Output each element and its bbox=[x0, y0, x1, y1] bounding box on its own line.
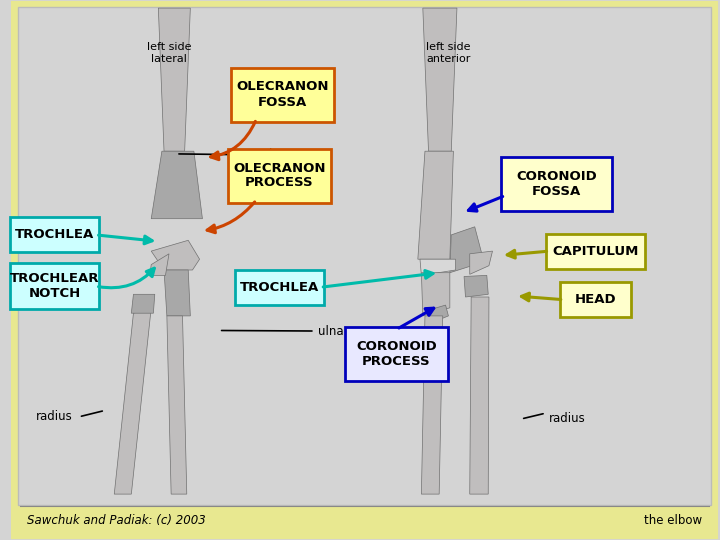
Polygon shape bbox=[421, 316, 443, 494]
Text: radius: radius bbox=[549, 412, 586, 425]
Polygon shape bbox=[114, 308, 151, 494]
Polygon shape bbox=[464, 275, 488, 297]
FancyBboxPatch shape bbox=[546, 233, 645, 268]
Text: left side
lateral: left side lateral bbox=[147, 42, 192, 64]
FancyBboxPatch shape bbox=[345, 327, 448, 381]
Text: left side
anterior: left side anterior bbox=[426, 42, 471, 64]
Polygon shape bbox=[167, 316, 186, 494]
Polygon shape bbox=[469, 297, 489, 494]
Polygon shape bbox=[158, 8, 190, 151]
Text: the elbow: the elbow bbox=[644, 514, 702, 527]
Text: CAPITULUM: CAPITULUM bbox=[552, 245, 639, 258]
FancyBboxPatch shape bbox=[231, 68, 334, 122]
Polygon shape bbox=[427, 305, 449, 324]
Text: humerus: humerus bbox=[269, 148, 321, 161]
FancyBboxPatch shape bbox=[560, 282, 631, 317]
Polygon shape bbox=[469, 251, 492, 274]
Polygon shape bbox=[450, 227, 484, 273]
Text: HEAD: HEAD bbox=[575, 293, 616, 306]
Text: OLECRANON
FOSSA: OLECRANON FOSSA bbox=[236, 80, 329, 109]
FancyBboxPatch shape bbox=[228, 148, 330, 202]
FancyBboxPatch shape bbox=[501, 157, 611, 211]
Polygon shape bbox=[421, 273, 450, 316]
Polygon shape bbox=[418, 151, 454, 259]
Polygon shape bbox=[151, 151, 202, 219]
FancyBboxPatch shape bbox=[10, 217, 99, 252]
FancyBboxPatch shape bbox=[12, 3, 716, 537]
Text: TROCHLEAR
NOTCH: TROCHLEAR NOTCH bbox=[10, 272, 99, 300]
Text: radius: radius bbox=[36, 410, 73, 423]
Polygon shape bbox=[151, 240, 199, 270]
FancyBboxPatch shape bbox=[235, 270, 323, 305]
FancyBboxPatch shape bbox=[10, 263, 99, 309]
Polygon shape bbox=[420, 259, 456, 275]
Text: Sawchuk and Padiak: (c) 2003: Sawchuk and Padiak: (c) 2003 bbox=[27, 514, 206, 527]
Text: ulna: ulna bbox=[318, 325, 344, 338]
Polygon shape bbox=[131, 294, 155, 313]
Polygon shape bbox=[150, 254, 169, 275]
FancyBboxPatch shape bbox=[17, 7, 711, 505]
Polygon shape bbox=[423, 8, 457, 151]
Text: CORONOID
PROCESS: CORONOID PROCESS bbox=[356, 340, 437, 368]
Text: CORONOID
FOSSA: CORONOID FOSSA bbox=[516, 170, 597, 198]
Text: OLECRANON
PROCESS: OLECRANON PROCESS bbox=[233, 161, 325, 190]
Text: TROCHLEA: TROCHLEA bbox=[240, 281, 319, 294]
Polygon shape bbox=[164, 270, 190, 316]
Text: TROCHLEA: TROCHLEA bbox=[15, 228, 94, 241]
